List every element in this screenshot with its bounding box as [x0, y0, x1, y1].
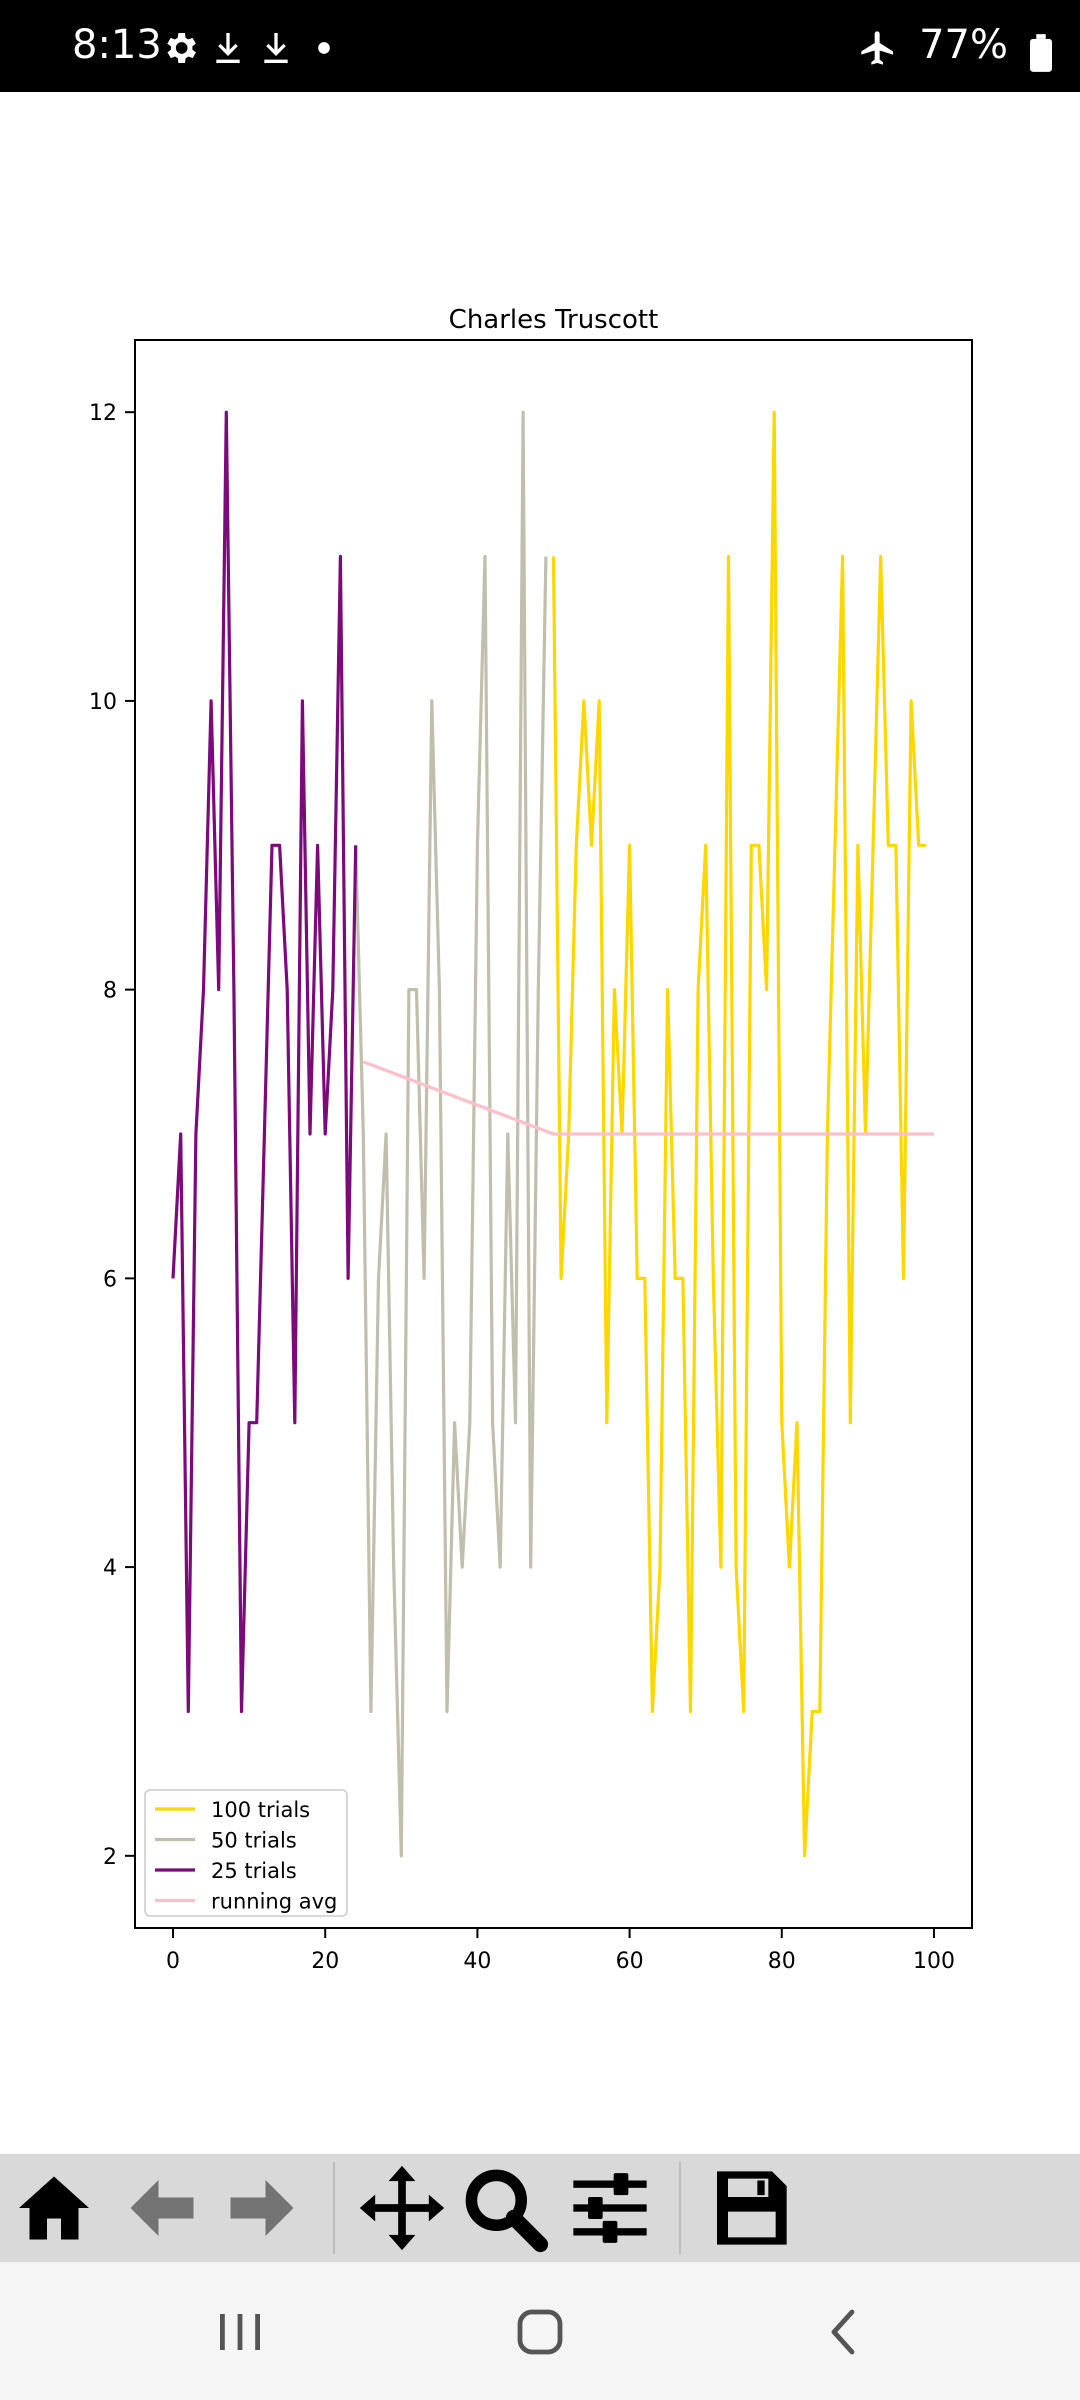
back-nav-button[interactable] — [804, 2292, 884, 2372]
battery-icon — [1030, 34, 1052, 72]
back-icon — [831, 2309, 855, 2355]
home-nav-button[interactable] — [500, 2292, 580, 2372]
gear-icon — [167, 33, 196, 63]
pan-icon — [359, 2165, 445, 2251]
y-tick-label: 6 — [103, 1267, 117, 1292]
navigation-bar — [0, 2262, 1080, 2400]
configure-icon — [573, 2173, 647, 2243]
x-tick-label: 40 — [463, 1949, 491, 1974]
chart: Charles Truscott 0 20 40 60 80 100 2 4 6 8 10 12 100 … — [89, 305, 973, 1974]
y-tick-label: 10 — [89, 690, 117, 715]
series-line-3 — [362, 1060, 934, 1136]
forward-arrow-icon — [230, 2180, 294, 2236]
back-button[interactable] — [114, 2162, 210, 2254]
home-button[interactable] — [6, 2162, 102, 2254]
toolbar-separator — [333, 2162, 335, 2254]
dot-icon — [318, 42, 330, 54]
status-time: 8:13 — [72, 22, 162, 68]
y-tick-label: 4 — [103, 1556, 117, 1581]
forward-button[interactable] — [214, 2162, 310, 2254]
legend-label-1: 50 trials — [211, 1829, 297, 1853]
pan-button[interactable] — [354, 2162, 450, 2254]
series-line-0 — [551, 410, 927, 1858]
y-tick-label: 8 — [103, 979, 117, 1004]
configure-subplots-button[interactable] — [562, 2162, 658, 2254]
back-arrow-icon — [130, 2180, 194, 2236]
save-icon — [717, 2171, 787, 2245]
legend-frame — [144, 1789, 348, 1917]
plot-frame — [134, 339, 973, 1929]
x-tick-label: 60 — [616, 1949, 644, 1974]
series-line-2 — [171, 410, 358, 1714]
legend-label-2: 25 trials — [211, 1859, 297, 1883]
download-icon — [264, 33, 288, 63]
x-tick-label: 80 — [768, 1949, 796, 1974]
x-tick-label: 0 — [166, 1949, 180, 1974]
zoom-button[interactable] — [456, 2162, 552, 2254]
battery-percent: 77% — [919, 22, 1008, 68]
home-circle-icon — [517, 2309, 563, 2355]
legend-label-0: 100 trials — [211, 1798, 310, 1822]
zoom-icon — [465, 2169, 549, 2253]
recent-apps-icon — [220, 2314, 260, 2350]
y-tick-label: 2 — [103, 1845, 117, 1870]
download-icon — [216, 33, 240, 63]
figure-canvas: Charles Truscott 0 20 40 60 80 100 2 4 6 8 10 12 100 … — [0, 92, 1080, 2154]
save-button[interactable] — [702, 2162, 798, 2254]
chart-title: Charles Truscott — [449, 305, 659, 335]
home-icon — [19, 2176, 89, 2240]
series-line-1 — [354, 410, 548, 1858]
legend-label-3: running avg — [211, 1890, 337, 1914]
x-tick-label: 100 — [913, 1949, 955, 1974]
toolbar-separator — [679, 2162, 681, 2254]
recent-apps-button[interactable] — [200, 2292, 280, 2372]
legend: 100 trials 50 trials 25 trials running avg — [144, 1789, 348, 1917]
airplane-icon — [861, 31, 893, 65]
y-tick-label: 12 — [89, 401, 117, 426]
status-bar: 8:13 77% — [0, 0, 1080, 92]
x-tick-label: 20 — [311, 1949, 339, 1974]
toolbar — [0, 2154, 1080, 2262]
